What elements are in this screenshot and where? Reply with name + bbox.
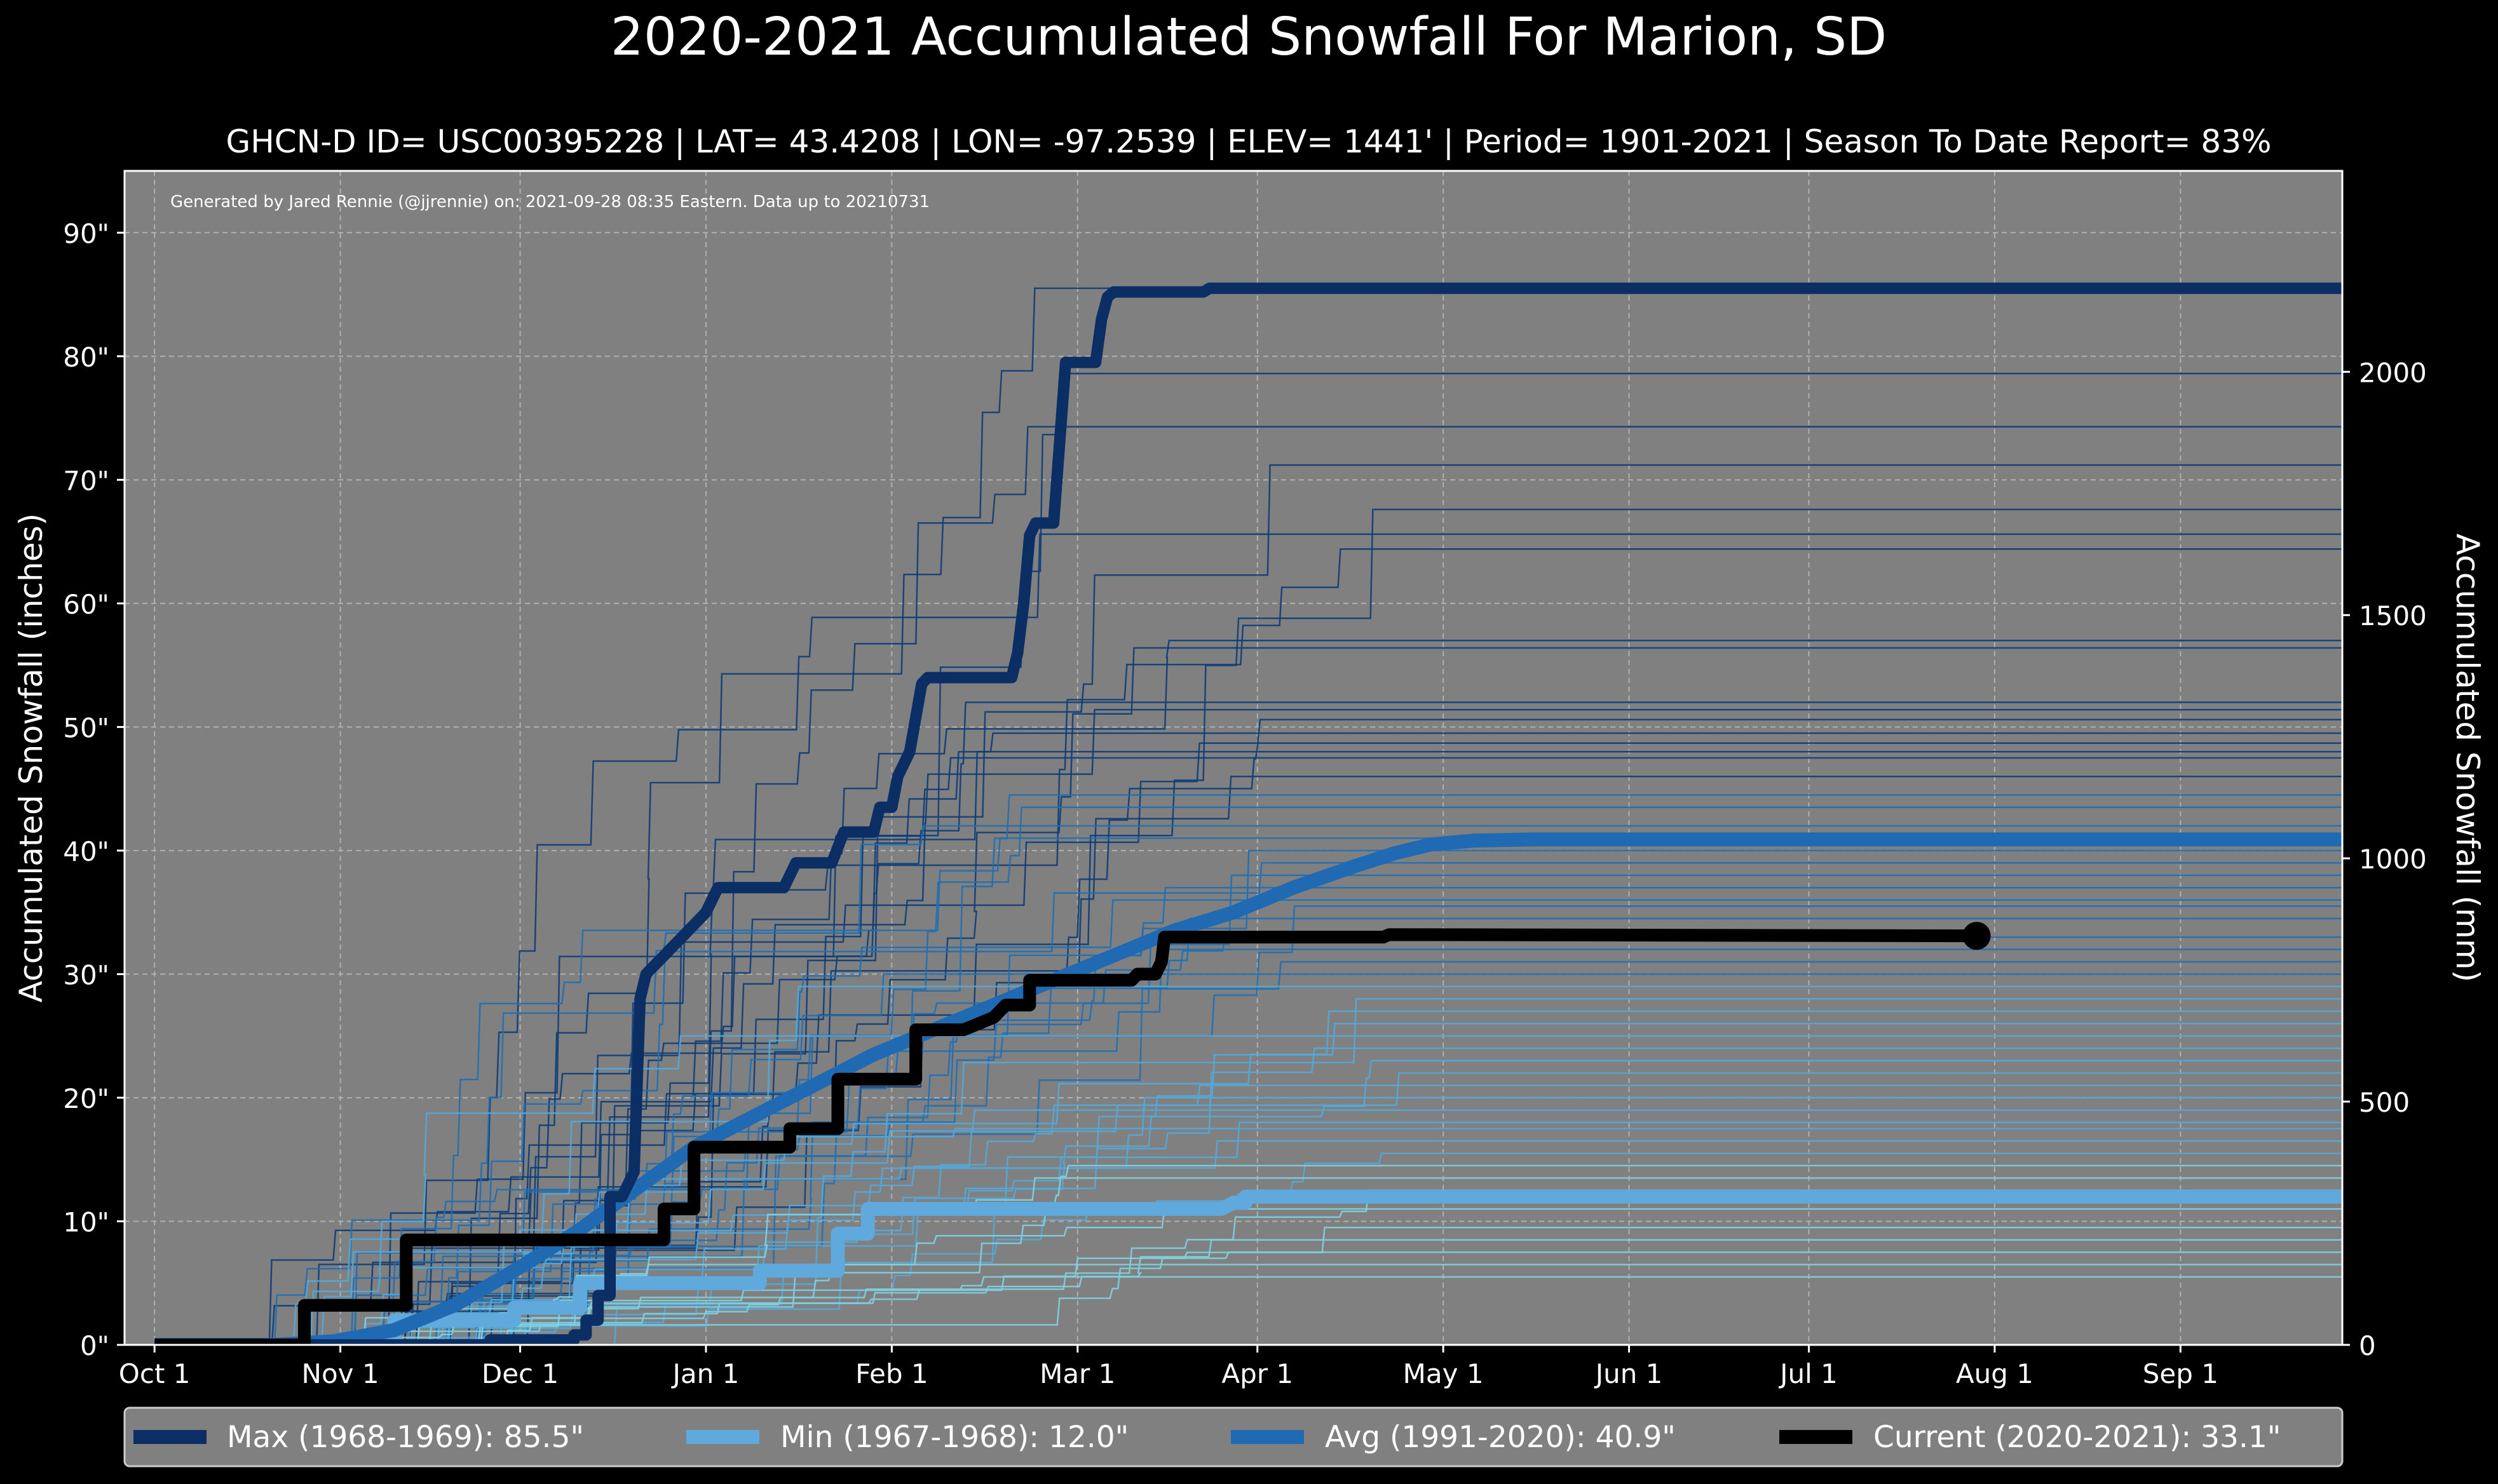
legend-label-current: Current (2020-2021): 33.1" [1873,1420,2281,1455]
season-trace-0 [125,287,2342,1345]
y2-tick-label-4: 2000 [2359,357,2427,388]
x-tick-label-8: Jun 1 [1594,1358,1663,1389]
x-tick-label-0: Oct 1 [119,1358,191,1389]
season-trace-15 [125,757,2342,1345]
x-tick-label-3: Jan 1 [671,1358,740,1389]
x-tick-label-1: Nov 1 [302,1358,379,1389]
x-tick-label-6: Apr 1 [1221,1358,1293,1389]
series-line-min [154,1189,2342,1345]
legend-label-max: Max (1968-1969): 85.5" [227,1420,584,1455]
x-tick-label-2: Dec 1 [482,1358,559,1389]
season-trace-52 [125,1239,2342,1345]
y-tick-label-3: 30" [63,959,109,990]
x-tick-label-7: May 1 [1403,1358,1484,1389]
x-tick-label-9: Jul 1 [1778,1358,1838,1389]
legend-entry-max: Max (1968-1969): 85.5" [133,1420,584,1455]
season-trace-20 [125,837,2342,1345]
y-tick-label-8: 80" [63,342,109,373]
plot-frame [123,170,2344,1346]
season-trace-18 [125,806,2342,1345]
main-series [154,282,2342,1345]
y-tick-label-1: 10" [63,1206,109,1238]
season-trace-19 [125,825,2342,1345]
y2-tick-label-2: 1000 [2359,844,2427,875]
chart-title: 2020-2021 Accumulated Snowfall For Mario… [611,7,1887,67]
y-tick-label-5: 50" [63,712,109,743]
series-line-max [154,282,2342,1345]
y-tick-label-0: 0" [80,1330,109,1361]
series-line-current [154,928,1977,1345]
legend: Max (1968-1969): 85.5" Min (1967-1968): … [123,1406,2344,1467]
x-tick-label-5: Mar 1 [1040,1358,1115,1389]
y2-tick-label-3: 1500 [2359,600,2427,631]
season-trace-26 [125,905,2342,1345]
season-trace-37 [125,1047,2342,1345]
season-trace-2 [125,426,2342,1345]
y-tick-label-7: 70" [63,465,109,496]
season-trace-27 [125,917,2342,1345]
y-tick-label-9: 90" [63,218,109,249]
credit-text: Generated by Jared Rennie (@jjrennie) on… [170,192,930,212]
y-tick-label-4: 40" [63,836,109,867]
season-trace-55 [125,1276,2342,1345]
season-trace-5 [125,533,2342,1345]
chart-subtitle: GHCN-D ID= USC00395228 | LAT= 43.4208 | … [226,123,2271,160]
season-trace-35 [125,1022,2342,1345]
y-tick-label-6: 60" [63,589,109,620]
y2-axis-label: Accumulated Snowfall (mm) [2449,534,2486,982]
legend-label-avg: Avg (1991-2020): 40.9" [1325,1420,1676,1455]
season-trace-6 [125,548,2342,1345]
legend-entry-avg: Avg (1991-2020): 40.9" [1231,1420,1676,1455]
legend-entry-min: Min (1967-1968): 12.0" [686,1420,1129,1455]
x-tick-label-11: Sep 1 [2143,1358,2218,1389]
season-trace-43 [125,1121,2342,1345]
y-tick-label-2: 20" [63,1083,109,1114]
season-trace-46 [125,1152,2342,1345]
y2-tick-label-0: 0 [2359,1330,2376,1361]
x-tick-label-4: Feb 1 [855,1358,928,1389]
legend-label-min: Min (1967-1968): 12.0" [780,1420,1129,1455]
axes: 0" 10" 20" 30" 40" 50" 60" 70" 80" 90" 0 500 1000 150… [63,218,2427,1389]
x-tick-label-10: Aug 1 [1956,1358,2033,1389]
season-trace-9 [125,701,2342,1345]
y-axis-label: Accumulated Snowfall (inches) [13,513,50,1002]
current-end-marker [1962,922,1991,950]
y2-tick-label-1: 500 [2359,1087,2410,1118]
legend-entry-current: Current (2020-2021): 33.1" [1779,1420,2281,1455]
